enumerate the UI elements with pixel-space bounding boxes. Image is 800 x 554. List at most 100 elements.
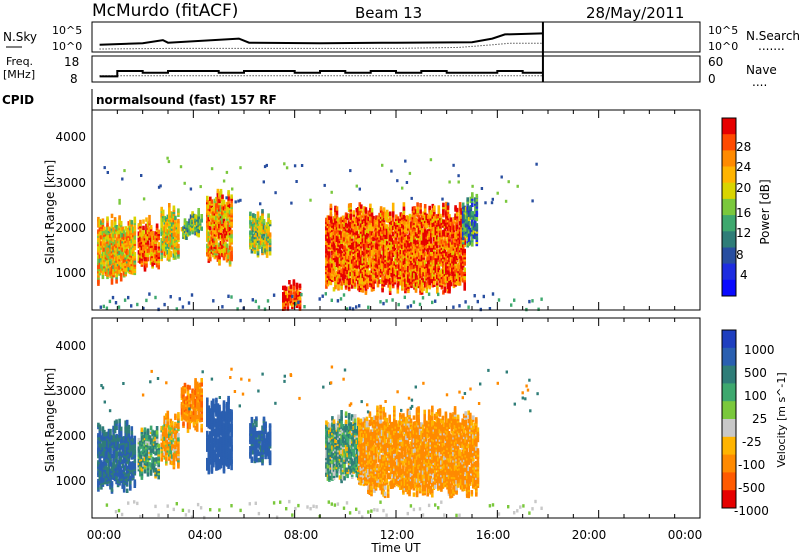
- power-cell: [434, 262, 438, 267]
- power-cell: [107, 270, 111, 275]
- power-cell: [101, 245, 105, 250]
- power-cell: [106, 272, 109, 277]
- scatter-cell: [336, 299, 340, 303]
- power-cell: [384, 274, 387, 279]
- power-cell: [416, 260, 419, 266]
- power-cell: [387, 212, 390, 217]
- power-cell: [378, 250, 381, 255]
- power-cell: [261, 225, 264, 231]
- power-cell: [347, 213, 351, 219]
- power-cell: [109, 271, 112, 276]
- power-cell: [265, 241, 269, 246]
- scatter-cell: [488, 307, 492, 311]
- vel-cell: [98, 464, 102, 469]
- power-cell: [154, 231, 157, 236]
- sparse-cell: [262, 180, 265, 184]
- power-cell: [100, 268, 103, 273]
- scatter-cell: [266, 299, 270, 303]
- vel-cell: [125, 432, 129, 437]
- power-cell: [113, 240, 117, 245]
- vel-cell: [100, 485, 103, 490]
- power-cell: [352, 260, 355, 265]
- power-cell: [168, 203, 171, 208]
- power-cell: [358, 254, 362, 259]
- power-cell: [161, 226, 165, 231]
- power-cell: [107, 236, 111, 242]
- power-cell: [446, 236, 450, 242]
- power-cell: [160, 254, 163, 260]
- power-cell: [259, 236, 263, 241]
- power-cell: [381, 256, 384, 262]
- power-cell: [472, 221, 476, 227]
- power-cell: [414, 223, 418, 229]
- vel-cell: [107, 447, 111, 452]
- power-cell: [461, 257, 465, 262]
- power-cell: [355, 247, 359, 252]
- power-cell: [207, 216, 211, 222]
- vel-cell: [97, 445, 100, 450]
- power-cell: [429, 239, 433, 244]
- sparse-cell: [452, 163, 455, 167]
- power-cell: [404, 286, 407, 292]
- power-cell: [341, 253, 345, 258]
- power-cell: [457, 239, 460, 245]
- vel-cell: [129, 465, 132, 470]
- power-cell: [419, 203, 422, 208]
- power-cell: [227, 233, 230, 239]
- power-cell: [367, 237, 371, 242]
- power-cell: [210, 241, 214, 246]
- power-cell: [346, 223, 349, 229]
- power-cell: [375, 263, 378, 268]
- power-cell: [344, 279, 348, 284]
- power-cell: [419, 209, 422, 214]
- power-cell: [116, 243, 120, 248]
- power-cell: [163, 215, 166, 221]
- scatter-cell: [427, 292, 431, 296]
- power-cell: [130, 249, 134, 254]
- power-cell: [350, 223, 354, 229]
- vel-cell: [101, 432, 105, 437]
- vel-cell: [113, 464, 117, 469]
- power-cell: [125, 232, 129, 237]
- power-cell: [458, 239, 462, 244]
- power-cell: [168, 213, 171, 218]
- power-cell: [457, 229, 460, 234]
- power-cell: [119, 277, 123, 282]
- vel-cell: [112, 473, 115, 478]
- vel-cell: [125, 465, 129, 471]
- power-cell: [100, 241, 103, 246]
- sparse-cell: [358, 187, 361, 191]
- power-cell: [364, 244, 368, 250]
- power-cell: [429, 224, 433, 230]
- power-cell: [103, 253, 106, 259]
- power-cell: [139, 242, 142, 248]
- power-cell: [148, 233, 151, 239]
- power-cell: [472, 230, 476, 235]
- power-cell: [329, 203, 333, 209]
- power-cell: [332, 287, 336, 292]
- power-cell: [357, 211, 360, 216]
- nave-legend-dots: ....: [752, 75, 767, 89]
- power-cell: [439, 259, 442, 264]
- vel-cell: [101, 468, 105, 473]
- power-cell: [401, 271, 404, 277]
- power-colorbar: [721, 117, 737, 297]
- scatter-cell: [102, 304, 105, 309]
- power-cell: [103, 226, 106, 231]
- power-cell: [140, 237, 144, 242]
- colorbar-segment: [722, 134, 736, 151]
- power-cell: [366, 282, 369, 288]
- power-cell: [369, 249, 372, 254]
- vel-cell: [116, 451, 120, 456]
- vel-cell: [125, 442, 129, 448]
- power-cell: [344, 256, 348, 261]
- power-cell: [411, 212, 415, 218]
- power-cell: [216, 197, 220, 202]
- power-cell: [433, 255, 436, 260]
- power-cell: [329, 212, 333, 217]
- power-cell: [346, 255, 349, 260]
- power-cell: [439, 253, 442, 258]
- power-cell: [445, 210, 448, 215]
- power-cell: [206, 195, 209, 201]
